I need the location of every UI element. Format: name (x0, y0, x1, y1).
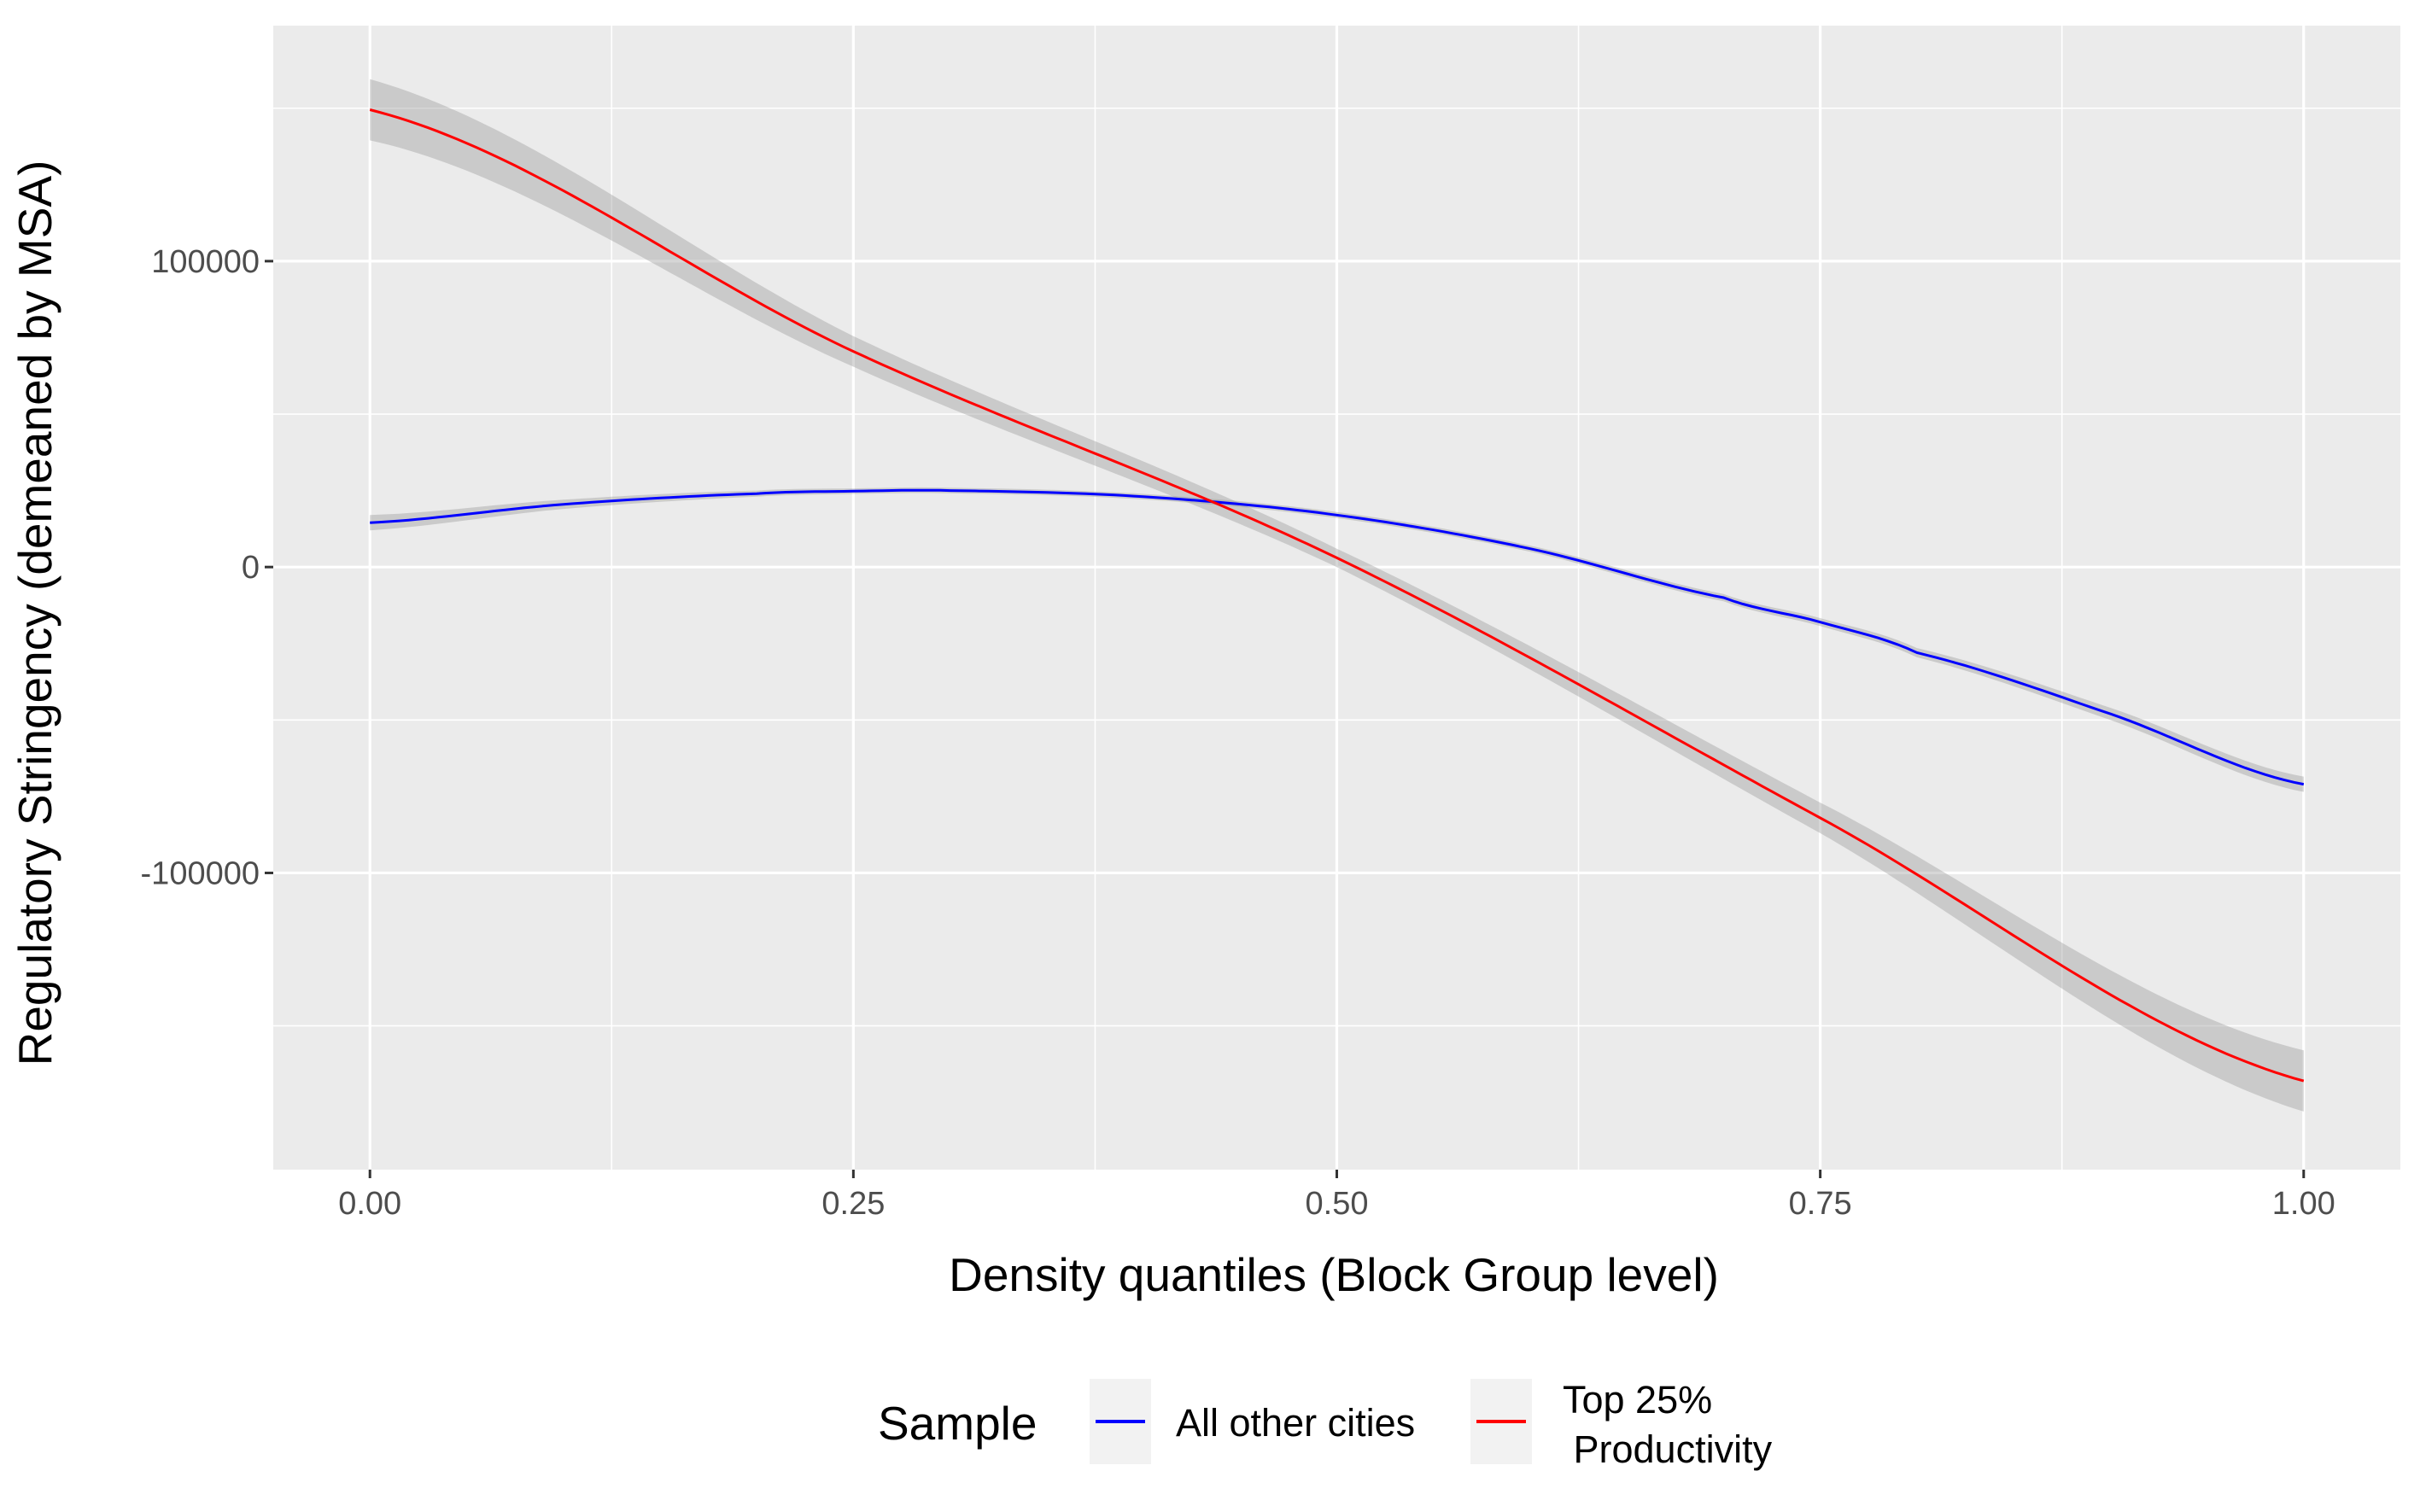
ci-ribbon-top-25-productivity (370, 79, 2304, 1112)
y-tick-label-100000: 100000 (151, 244, 260, 280)
x-axis-title: Density quantiles (Block Group level) (949, 1248, 1719, 1301)
x-tick-labels: 0.00 0.25 0.50 0.75 1.00 (338, 1186, 2335, 1222)
x-tick-label-0-00: 0.00 (338, 1186, 401, 1222)
legend-label-all-other-cities: All other cities (1176, 1401, 1415, 1445)
series-line-top-25-productivity (369, 108, 2305, 1083)
legend-label-top-25-productivity: Top 25% Productivity (1563, 1378, 1773, 1471)
y-tick-label-0: 0 (242, 550, 260, 586)
axis-ticks (265, 260, 2306, 1178)
series-lines (369, 108, 2305, 1083)
y-tick-label-100000: -100000 (141, 855, 260, 891)
series-line-all-other-cities (370, 488, 2305, 786)
x-tick-label-1-00: 1.00 (2272, 1186, 2335, 1222)
x-tick-label-0-50: 0.50 (1306, 1186, 1369, 1222)
y-tick-labels: -100000 0 100000 (141, 244, 260, 892)
grid-major (273, 26, 2400, 1170)
confidence-ribbons (370, 79, 2304, 1112)
x-tick-label-0-25: 0.25 (821, 1186, 885, 1222)
legend-title: Sample (878, 1397, 1037, 1450)
y-axis-title: Regulatory Stringency (demeaned by MSA) (9, 161, 61, 1066)
legend-label-line-1: Top 25% (1563, 1378, 1712, 1422)
legend-label-line-2: Productivity (1563, 1427, 1773, 1471)
x-tick-label-0-75: 0.75 (1789, 1186, 1852, 1222)
legend: Sample All other cities Top 25% Producti… (878, 1378, 1773, 1471)
